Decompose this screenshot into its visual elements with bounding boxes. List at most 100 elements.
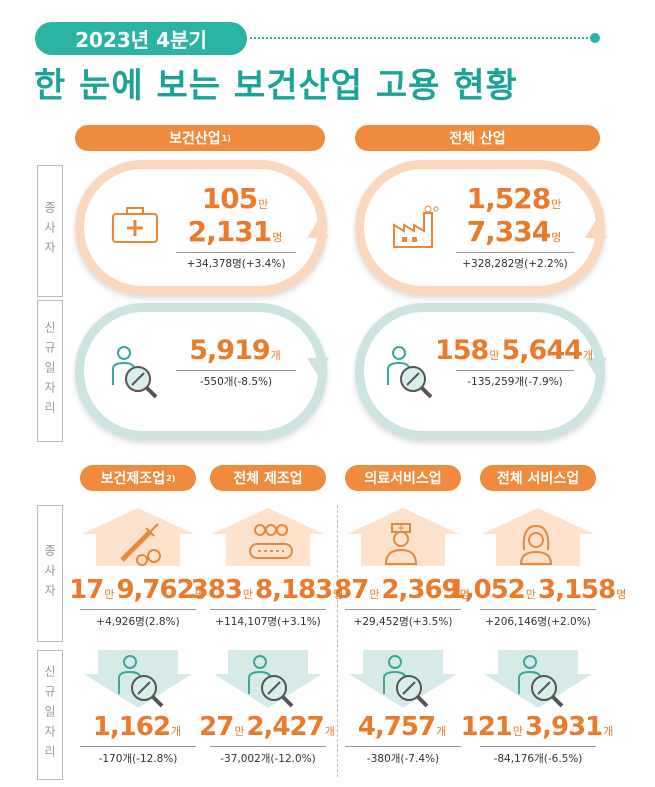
value-number: 383 [190,575,243,605]
card-text: 158 만 5,644 개 -135,259개(-7.9%) [435,335,593,389]
value-unit: 만 [258,198,269,211]
value-unit: 개 [582,349,594,362]
value-unit: 개 [270,349,281,362]
value-number: 3,158 [538,575,616,605]
separator [337,505,338,777]
header-text: 보건제조업 [100,471,166,487]
card-arrow [307,358,329,380]
value-number: 105 [201,182,258,215]
value-number: 4,757 [357,712,436,742]
card-text: 1,052 만 3,158 명 +206,146명(+2.0%) [448,575,627,629]
card-icon [381,654,431,714]
shape [80,508,196,570]
value: 121 만 3,931 개 [461,712,614,742]
shape [480,508,596,570]
header-text: 의료서비스업 [364,471,442,487]
value-unit: 개 [324,725,335,738]
change: -170개(-12.8%) [98,753,178,765]
shape [210,508,326,570]
card-icon [516,522,556,570]
value: 4,757 개 [337,712,469,742]
page-title: 한 눈에 보는 보건산업 고용 현황 [34,66,518,106]
change: -84,176개(-6.5%) [493,753,583,765]
value-number: 2,427 [246,712,324,742]
card-icon [246,654,296,714]
section-header: 의료서비스업 [345,465,461,491]
section-header: 보건제조업 2) [80,465,196,491]
divider [345,609,461,610]
row-label: 신규일자리 [37,300,63,442]
value: 158 만 5,644 개 [435,335,593,366]
change: +34,378명(+3.4%) [186,258,286,270]
divider [80,746,196,747]
value-unit: 개 [171,725,182,738]
value-number: 1,162 [92,712,171,742]
card-icon [381,522,421,570]
value-unit: 명 [459,588,470,601]
dotted-rule [250,37,592,39]
value-number: 158 [434,335,489,366]
value-unit: 명 [616,588,627,601]
divider [480,746,596,747]
value: 1,528 만 [450,182,580,215]
card-icon [110,345,160,405]
change: +4,926명(2.8%) [96,616,180,628]
value: 87 만 2,369 명 [334,575,470,605]
card-icon [246,522,296,566]
change: -550개(-8.5%) [199,376,273,388]
card-icon [116,654,166,714]
value-number: 17 [69,575,104,605]
card-arrow [585,220,607,242]
card-text: 4,757 개 -380개(-7.4%) [337,712,469,766]
row-label: 종사자 [37,505,63,642]
value-number: 87 [334,575,369,605]
divider [456,370,574,371]
shape [345,508,461,570]
section-header: 보건산업 1) [75,125,325,151]
value-number: 5,644 [501,335,582,366]
card-text: 105 만 2,131 명 +34,378명(+3.4%) [170,182,302,271]
change: +206,146명(+2.0%) [485,616,591,628]
card-frame [355,303,605,440]
value-unit: 만 [525,588,536,601]
divider [345,746,461,747]
card-text: 17 만 9,762 명 +4,926명(2.8%) [69,575,205,629]
section-header: 전체 산업 [355,125,600,151]
card-text: 87 만 2,369 명 +29,452명(+3.5%) [334,575,470,629]
value: 2,131 명 [170,215,302,248]
rule-dot [590,33,600,43]
value-number: 2,131 [187,215,273,248]
section-header: 전체 제조업 [210,465,326,491]
value-number: 5,919 [189,335,270,366]
card-icon [516,654,566,714]
header-note: 1) [221,133,231,143]
value: 17 만 9,762 명 [69,575,205,605]
card-text: 121 만 3,931 개 -84,176개(-6.5%) [461,712,614,766]
change: +114,107명(+3.1%) [215,616,321,628]
header-text: 전체 산업 [449,131,506,147]
value-number: 8,183 [255,575,333,605]
value-unit: 만 [512,725,524,738]
change: -135,259개(-7.9%) [467,376,563,388]
value-number: 9,762 [116,575,194,605]
row-label: 종사자 [37,165,63,297]
value-number: 2,369 [381,575,459,605]
card-icon [385,345,435,405]
card-text: 1,162 개 -170개(-12.8%) [72,712,204,766]
divider [480,609,596,610]
value-number: 7,334 [466,215,552,248]
value-unit: 만 [242,588,254,601]
value-unit: 만 [551,198,562,211]
change: -37,002개(-12.0%) [220,753,316,765]
value-unit: 명 [272,231,283,244]
header-text: 전체 제조업 [233,471,303,487]
value: 27 만 2,427 개 [199,712,335,742]
card-text: 5,919 개 -550개(-8.5%) [170,335,302,389]
card-icon [390,205,440,253]
value-unit: 명 [551,231,562,244]
value-unit: 명 [333,588,344,601]
value: 7,334 명 [450,215,580,248]
value-unit: 만 [369,588,380,601]
change: +29,452명(+3.5%) [353,616,453,628]
